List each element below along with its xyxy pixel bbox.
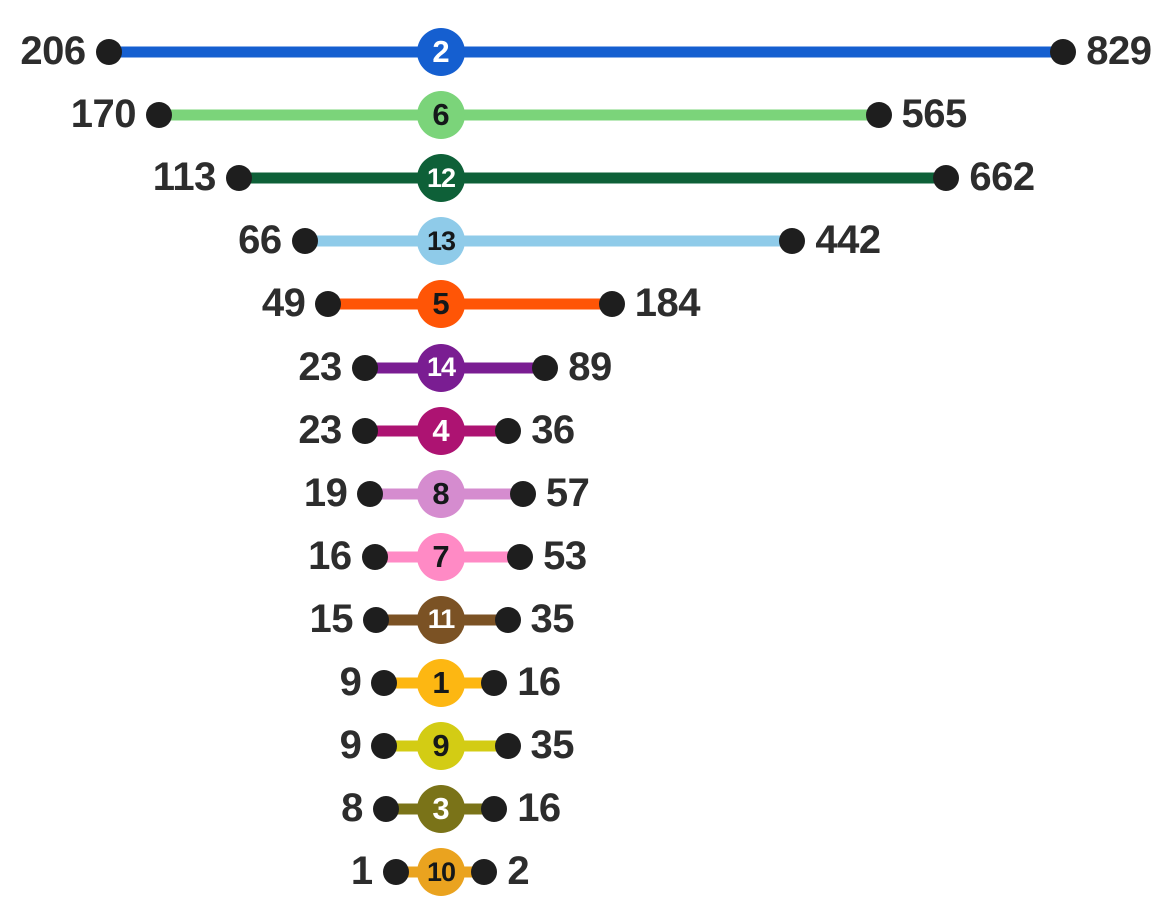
- line-number-badge: 2: [417, 28, 465, 76]
- line-number-badge: 12: [417, 154, 465, 203]
- line-number-badge: 9: [417, 722, 465, 771]
- high-value-label: 2: [507, 849, 530, 894]
- low-value-label: 19: [303, 470, 348, 515]
- right-endpoint-dot: [865, 102, 892, 129]
- range-line: [304, 235, 793, 247]
- left-endpoint-dot: [351, 417, 378, 444]
- line-number-badge: 11: [417, 595, 465, 644]
- left-endpoint-dot: [351, 354, 378, 381]
- high-value-label: 184: [634, 281, 701, 326]
- left-endpoint-dot: [363, 606, 389, 633]
- low-value-label: 206: [20, 29, 86, 73]
- low-value-label: 113: [152, 155, 217, 200]
- left-endpoint-dot: [291, 228, 318, 255]
- right-endpoint-dot: [481, 796, 508, 823]
- left-endpoint-dot: [371, 670, 398, 696]
- high-value-label: 89: [568, 344, 612, 389]
- low-value-label: 1: [350, 849, 373, 894]
- right-endpoint-dot: [1050, 39, 1077, 65]
- right-endpoint-dot: [507, 543, 534, 570]
- low-value-label: 16: [308, 533, 352, 578]
- right-endpoint-dot: [598, 291, 625, 318]
- low-value-label: 8: [341, 786, 363, 831]
- line-number-badge: 10: [417, 848, 465, 897]
- left-endpoint-dot: [371, 733, 398, 760]
- line-number-badge: 5: [417, 280, 465, 329]
- high-value-label: 565: [901, 92, 968, 137]
- right-endpoint-dot: [494, 606, 521, 633]
- range-line: [159, 109, 879, 121]
- range-line: [108, 46, 1064, 58]
- line-number-badge: 7: [417, 532, 465, 581]
- left-endpoint-dot: [372, 796, 399, 823]
- right-endpoint-dot: [495, 417, 522, 444]
- left-endpoint-dot: [225, 165, 252, 192]
- low-value-label: 170: [70, 92, 137, 137]
- right-endpoint-dot: [481, 670, 508, 696]
- left-endpoint-dot: [382, 859, 409, 886]
- line-number-badge: 8: [417, 469, 465, 518]
- left-endpoint-dot: [315, 291, 342, 318]
- high-value-label: 662: [969, 155, 1035, 200]
- high-value-label: 35: [530, 596, 575, 641]
- line-number-badge: 4: [417, 406, 465, 455]
- low-value-label: 66: [238, 218, 282, 263]
- high-value-label: 53: [543, 533, 587, 578]
- right-endpoint-dot: [933, 165, 960, 192]
- low-value-label: 23: [298, 407, 342, 452]
- range-line: [238, 172, 947, 184]
- line-number-badge: 1: [417, 659, 465, 707]
- right-endpoint-dot: [779, 228, 806, 255]
- left-endpoint-dot: [357, 480, 384, 507]
- high-value-label: 16: [517, 786, 561, 831]
- right-endpoint-dot: [494, 733, 521, 760]
- low-value-label: 9: [339, 723, 362, 768]
- high-value-label: 36: [531, 407, 575, 452]
- line-number-badge: 14: [417, 343, 465, 392]
- high-value-label: 442: [815, 218, 881, 263]
- high-value-label: 35: [530, 723, 575, 768]
- high-value-label: 57: [545, 470, 590, 515]
- line-number-badge: 3: [417, 785, 465, 834]
- left-endpoint-dot: [361, 543, 388, 570]
- left-endpoint-dot: [95, 39, 122, 65]
- high-value-label: 829: [1086, 29, 1152, 73]
- line-number-badge: 6: [417, 91, 465, 140]
- right-endpoint-dot: [532, 354, 559, 381]
- low-value-label: 9: [339, 660, 362, 704]
- range-line: [328, 298, 612, 310]
- line-number-badge: 13: [417, 217, 465, 266]
- right-endpoint-dot: [471, 859, 498, 886]
- low-value-label: 23: [298, 344, 342, 389]
- right-endpoint-dot: [509, 480, 536, 507]
- high-value-label: 16: [517, 660, 561, 704]
- low-value-label: 15: [309, 596, 354, 641]
- low-value-label: 49: [261, 281, 306, 326]
- left-endpoint-dot: [146, 102, 172, 129]
